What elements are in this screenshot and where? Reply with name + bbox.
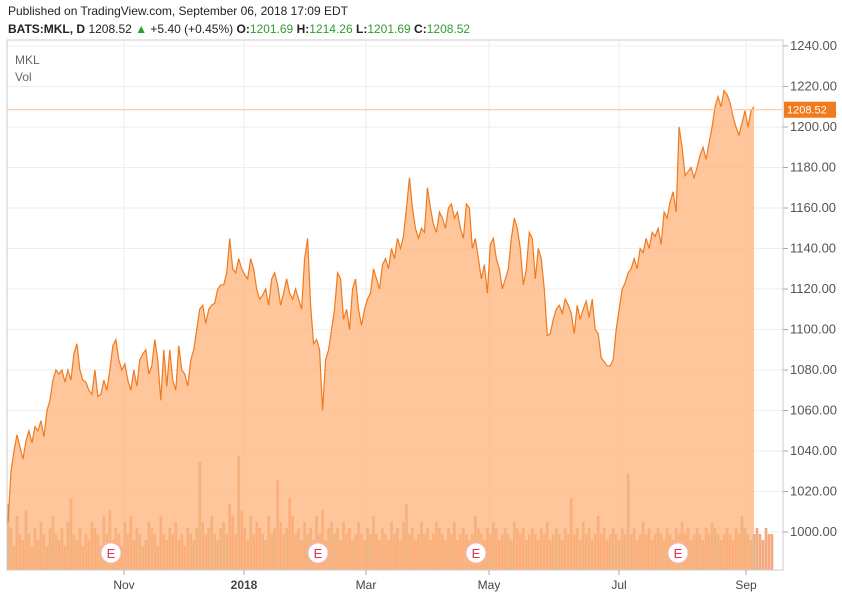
x-tick-label: 2018	[231, 578, 258, 592]
series-label-volume: Vol	[15, 70, 32, 84]
volume-bar	[770, 534, 774, 570]
published-caption: Published on TradingView.com, September …	[8, 4, 348, 18]
earnings-circle	[100, 542, 122, 564]
quote-line: BATS:MKL, D 1208.52 ▲ +5.40 (+0.45%) O:1…	[8, 22, 470, 36]
series-label-symbol: MKL	[15, 53, 40, 67]
x-tick-label: Nov	[113, 578, 134, 592]
close-value: 1208.52	[426, 22, 471, 36]
earnings-letter: E	[107, 546, 116, 561]
last-price: 1208.52	[88, 22, 132, 36]
y-tick-label: 1020.00	[790, 484, 837, 499]
y-tick-label: 1120.00	[790, 281, 836, 296]
y-tick-label: 1200.00	[790, 119, 837, 134]
chart-frame	[6, 39, 784, 571]
low-value: 1201.69	[367, 22, 411, 36]
x-tick-label: Jul	[611, 578, 626, 592]
y-tick-label: 1180.00	[790, 160, 836, 175]
y-tick-label: 1080.00	[790, 362, 837, 377]
high-label: H:	[296, 22, 310, 36]
x-tick-label: May	[478, 578, 501, 592]
volume-bar	[761, 540, 765, 570]
low-label: L:	[355, 22, 368, 36]
open-value: 1201.69	[249, 22, 294, 36]
volume-bar	[758, 534, 762, 570]
earnings-circle	[307, 542, 329, 564]
volume-bar	[767, 534, 771, 570]
earnings-marker: E	[307, 542, 329, 564]
volume-bar	[755, 528, 759, 570]
y-tick-label: 1240.00	[790, 38, 837, 53]
earnings-marker: E	[100, 542, 122, 564]
price-area-fill	[8, 90, 754, 571]
y-tick-label: 1140.00	[790, 241, 836, 256]
y-tick-label: 1100.00	[790, 322, 836, 337]
earnings-letter: E	[674, 546, 683, 561]
y-tick-label: 1040.00	[790, 443, 837, 458]
price-change: +5.40 (+0.45%)	[150, 22, 234, 36]
earnings-letter: E	[314, 546, 323, 561]
last-price-badge-label: 1208.52	[787, 105, 827, 117]
earnings-circle	[465, 542, 487, 564]
close-label: C:	[414, 22, 427, 36]
high-value: 1214.26	[309, 22, 353, 36]
open-label: O:	[236, 22, 250, 36]
y-tick-label: 1000.00	[790, 524, 837, 539]
up-arrow-icon: ▲	[135, 22, 148, 36]
volume-bar	[764, 528, 768, 570]
price-line	[7, 89, 755, 522]
last-price-badge	[784, 101, 836, 118]
symbol-label: BATS:MKL, D	[8, 22, 86, 36]
x-tick-label: Mar	[356, 578, 377, 592]
y-tick-label: 1060.00	[790, 403, 837, 418]
earnings-letter: E	[472, 546, 481, 561]
y-tick-label: 1160.00	[790, 200, 836, 215]
x-tick-label: Sep	[735, 578, 757, 592]
earnings-marker: E	[667, 542, 689, 564]
earnings-circle	[667, 542, 689, 564]
earnings-marker: E	[465, 542, 487, 564]
y-tick-label: 1220.00	[790, 79, 837, 94]
